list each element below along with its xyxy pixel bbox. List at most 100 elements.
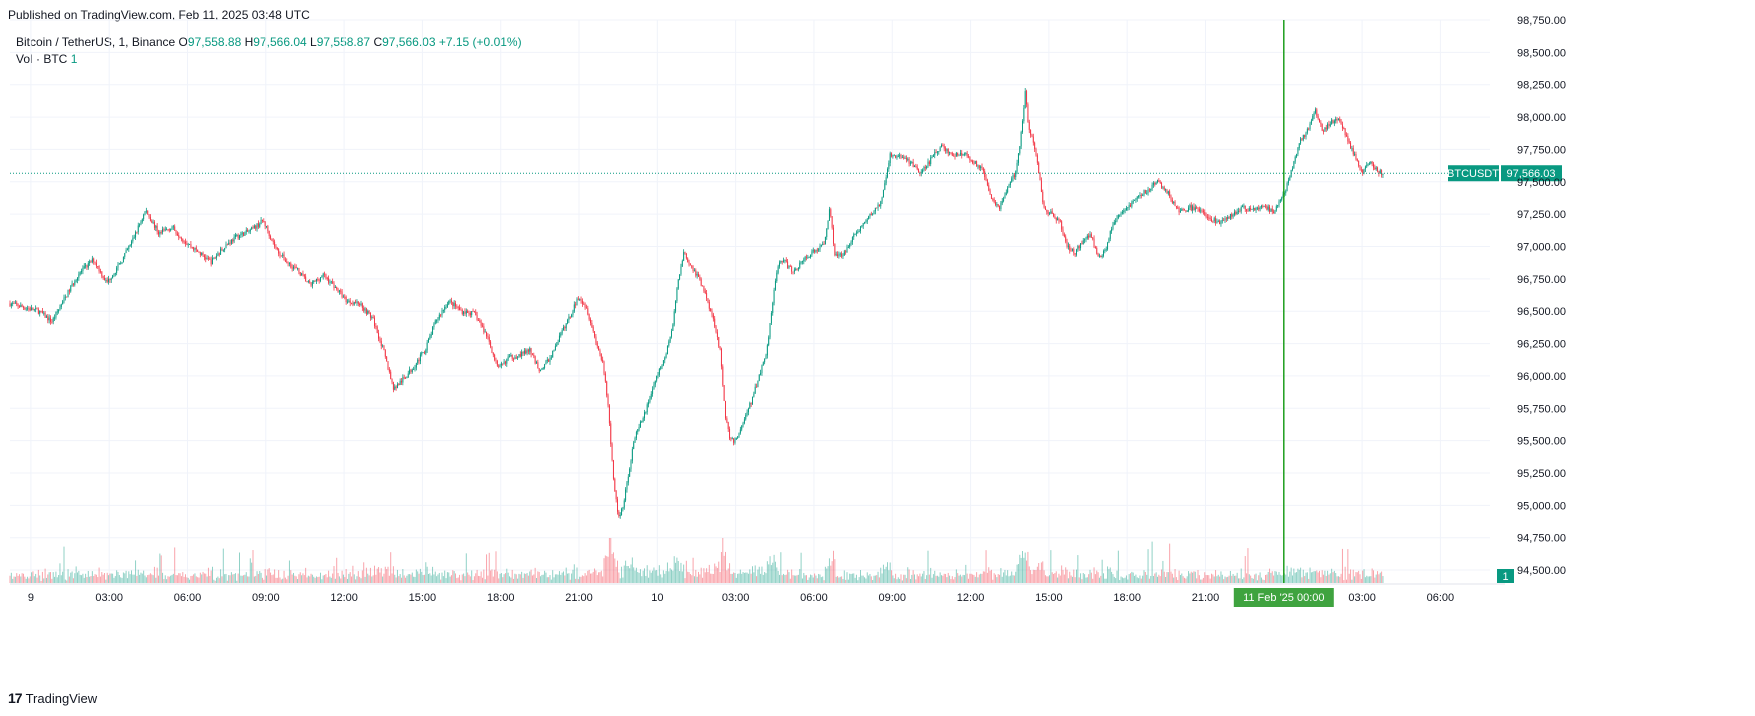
candle-body [513, 358, 515, 360]
volume-value: 1 [70, 52, 78, 66]
candle-body [1327, 123, 1329, 130]
candle-body [1375, 167, 1377, 170]
volume-bar [349, 572, 351, 583]
volume-bar [757, 569, 759, 583]
volume-bar [94, 574, 96, 583]
volume-bar [930, 567, 932, 583]
candle-body [1278, 201, 1280, 206]
volume-bar [237, 573, 239, 583]
volume-bar [872, 579, 874, 583]
volume-bar [338, 576, 340, 583]
candle-body [136, 231, 138, 233]
candle-body [172, 226, 174, 228]
volume-bar [756, 576, 758, 583]
candle-body [746, 412, 748, 415]
volume-bar [513, 578, 515, 583]
candle-body [27, 308, 29, 310]
candle-body [990, 194, 992, 199]
candle-body [1026, 91, 1028, 105]
volume-bar [371, 576, 373, 583]
volume-bar [603, 558, 605, 583]
candle-body [922, 170, 924, 173]
volume-bar [236, 580, 238, 583]
volume-bar [113, 577, 115, 583]
volume-bar [826, 568, 828, 583]
volume-bar [1036, 566, 1038, 583]
volume-bar [378, 567, 380, 583]
candle-body [35, 308, 37, 310]
candle-body [924, 167, 926, 169]
volume-bar [974, 576, 976, 583]
candle-body [850, 241, 852, 245]
candle-body [236, 234, 238, 236]
volume-bar [803, 572, 805, 583]
volume-bar [801, 578, 803, 583]
candle-body [868, 216, 870, 220]
candle-body [904, 157, 906, 159]
volume-bar [1310, 572, 1312, 583]
volume-bar [1354, 576, 1356, 583]
candle-body [742, 423, 744, 426]
candle-body [862, 223, 864, 226]
candle-body [241, 232, 243, 235]
volume-bar [807, 579, 809, 583]
volume-bar [191, 575, 193, 583]
volume-bar [769, 556, 771, 583]
candle-body [1013, 175, 1015, 178]
volume-bar [51, 578, 53, 583]
volume-bar [618, 572, 620, 583]
candle-body [284, 260, 286, 262]
candle-body [617, 499, 618, 512]
volume-bar [560, 574, 562, 583]
candle-body [1329, 124, 1331, 126]
volume-bar [764, 571, 766, 583]
candle-body [247, 230, 249, 232]
volume-bar [230, 572, 232, 583]
volume-bar [614, 558, 616, 583]
volume-bar [1351, 579, 1353, 583]
volume-bar [1379, 572, 1381, 583]
candle-body [1143, 190, 1145, 196]
candle-body [163, 229, 165, 231]
volume-bar [1256, 580, 1258, 583]
candle-body [572, 311, 574, 315]
volume-bar [380, 568, 382, 583]
candle-body [1089, 234, 1091, 238]
candle-body [745, 414, 747, 420]
volume-bar [266, 575, 267, 583]
candle-body [214, 257, 216, 259]
volume-bar [939, 572, 941, 583]
volume-bar [876, 575, 878, 583]
volume-bar [851, 573, 853, 583]
candle-body [1057, 218, 1059, 221]
candle-body [1103, 250, 1104, 256]
volume-bar [360, 578, 362, 583]
candle-body [455, 302, 456, 307]
candle-body [1096, 247, 1098, 254]
candle-body [1069, 245, 1071, 251]
volume-bar [476, 569, 478, 583]
volume-bar [1296, 572, 1298, 583]
volume-bar [175, 575, 177, 583]
volume-bar [842, 579, 844, 583]
candle-body [1233, 211, 1235, 215]
candle-body [129, 245, 131, 247]
candle-body [545, 361, 547, 365]
candle-body [391, 379, 393, 383]
candle-body [1366, 165, 1368, 167]
volume-bar [407, 574, 409, 583]
volume-bar [187, 577, 189, 583]
volume-bar [342, 574, 344, 583]
volume-bar [1198, 575, 1200, 583]
candle-body [1208, 217, 1210, 219]
candle-body [758, 374, 760, 381]
volume-bar [599, 572, 601, 583]
candle-body [60, 304, 62, 307]
candle-body [720, 349, 722, 367]
volume-bar [1042, 561, 1044, 583]
volume-bar [299, 572, 301, 583]
candle-body [283, 254, 285, 261]
candle-body [209, 258, 211, 260]
volume-bar [136, 575, 138, 583]
